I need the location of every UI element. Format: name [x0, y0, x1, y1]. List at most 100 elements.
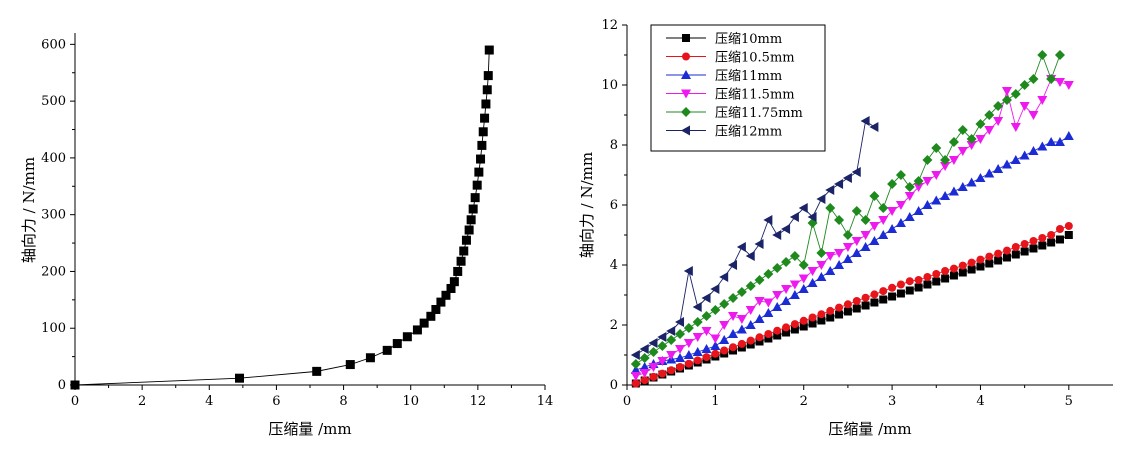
right-series-5-point — [745, 251, 755, 261]
right-series-5-point — [834, 179, 844, 189]
right-series-4-point — [834, 215, 845, 225]
left-series-0-line — [74, 50, 490, 386]
left-x-tick-label: 10 — [402, 394, 419, 409]
left-y-tick-label: 500 — [41, 94, 66, 109]
right-series-5-point — [728, 260, 738, 270]
right-series-0-point — [755, 337, 764, 346]
right-series-4-point — [745, 281, 756, 291]
right-series-1-point — [667, 366, 676, 375]
right-series-4-point — [1010, 89, 1021, 99]
right-series-2-point — [1063, 131, 1074, 140]
right-series-3-point — [834, 249, 845, 258]
right-series-3-point — [719, 321, 730, 330]
right-series-3-point — [675, 345, 686, 354]
right-series-5-point — [816, 194, 826, 204]
right-series-2-point — [1019, 150, 1030, 160]
right-series-5-point — [789, 212, 799, 222]
right-series-1-point — [1020, 240, 1029, 248]
right-series-3-point — [984, 126, 995, 135]
left-series-0-point — [474, 167, 484, 177]
right-series-2-point — [825, 266, 836, 275]
right-series-4-point — [648, 347, 659, 357]
right-series-2-point — [895, 218, 906, 227]
legend-marker-2 — [681, 70, 691, 79]
right-series-5-point — [781, 224, 791, 234]
left-x-tick-label: 0 — [71, 394, 79, 409]
right-x-tick-label: 4 — [976, 394, 984, 409]
right-series-5-point — [807, 212, 817, 222]
right-series-4-point — [887, 179, 898, 189]
right-series-2-point — [887, 224, 898, 233]
right-series-1-point — [967, 258, 976, 267]
right-series-5-point — [719, 272, 729, 282]
left-series-0-point — [478, 127, 488, 137]
right-series-3-point — [948, 156, 959, 165]
right-series-5-point — [639, 344, 649, 354]
right-series-5-point — [772, 230, 782, 240]
right-x-tick-label: 1 — [711, 394, 719, 409]
right-series-1-point — [799, 316, 808, 325]
right-series-4-point — [825, 203, 836, 213]
right-series-0-point — [976, 262, 985, 271]
right-series-0-point — [923, 280, 932, 289]
right-series-2-point — [639, 362, 650, 371]
right-x-axis-label: 压缩量 /mm — [828, 420, 911, 438]
right-series-0-point — [817, 316, 826, 325]
left-chart: 压缩量 /mm 轴向力 / N/mm 0 2 4 6 8 10 12 14 0 100 200 300… — [20, 33, 553, 438]
right-series-3-point — [975, 135, 986, 144]
right-series-2-point — [701, 344, 712, 353]
left-series-0-point — [481, 99, 491, 109]
right-series-3-point — [639, 369, 650, 378]
right-series-4-point — [993, 101, 1004, 111]
right-series-5-point — [754, 239, 764, 249]
left-series-0-point — [461, 235, 471, 245]
right-series-2-point — [842, 254, 853, 263]
right-series-0-point — [1055, 235, 1064, 244]
right-series-3-point — [1028, 111, 1039, 120]
right-series-2-point — [913, 206, 924, 215]
right-series-1-point — [693, 356, 702, 365]
left-series-0-point — [456, 256, 466, 266]
right-series-1-point — [994, 249, 1003, 258]
right-series-0-point — [994, 256, 1003, 265]
right-series-0-point — [958, 268, 967, 277]
legend-label-0: 压缩10mm — [715, 31, 782, 47]
right-y-tick-label: 8 — [610, 138, 618, 153]
right-series-1-point — [852, 297, 861, 305]
left-series-0-point — [441, 290, 451, 300]
left-series-0-point — [446, 283, 456, 293]
left-y-axis-label: 轴向力 / N/mm — [20, 157, 38, 263]
right-series-5-point — [860, 116, 870, 126]
left-series-0-point — [392, 339, 402, 349]
right-series-3-point — [1010, 123, 1021, 132]
right-series-5-point — [657, 332, 667, 342]
legend-label-3: 压缩11.5mm — [715, 87, 795, 103]
right-series-0-point — [808, 319, 817, 328]
right-series-3-point — [1054, 78, 1065, 87]
right-series-5-point — [692, 302, 702, 312]
right-series-4-point — [913, 176, 924, 186]
right-series-4-point — [816, 248, 827, 258]
right-y-tick-label: 6 — [610, 198, 618, 213]
right-series-1-point — [764, 330, 773, 338]
right-series-0-point — [835, 310, 844, 319]
right-series-3-point — [1037, 96, 1048, 105]
right-series-2-point — [719, 335, 730, 344]
right-series-3-point — [692, 333, 703, 342]
legend-marker-5 — [681, 125, 690, 136]
right-series-1-point — [914, 276, 923, 284]
right-series-1-point — [826, 306, 835, 315]
right-series-1-point — [1011, 243, 1020, 251]
left-x-tick-label: 4 — [205, 394, 213, 409]
right-y-tick-label: 4 — [610, 258, 618, 273]
right-x-tick-label: 5 — [1065, 394, 1073, 409]
right-series-4-point — [630, 359, 641, 369]
right-series-0-point — [1002, 253, 1011, 262]
legend-label-1: 压缩10.5mm — [715, 50, 795, 66]
right-series-3-point — [931, 171, 942, 180]
right-series-3-point — [781, 285, 792, 294]
right-series-2-point — [922, 200, 933, 209]
right-series-1-point — [790, 320, 799, 329]
right-series-5-point — [798, 203, 808, 213]
right-series-2-point — [1046, 137, 1057, 146]
